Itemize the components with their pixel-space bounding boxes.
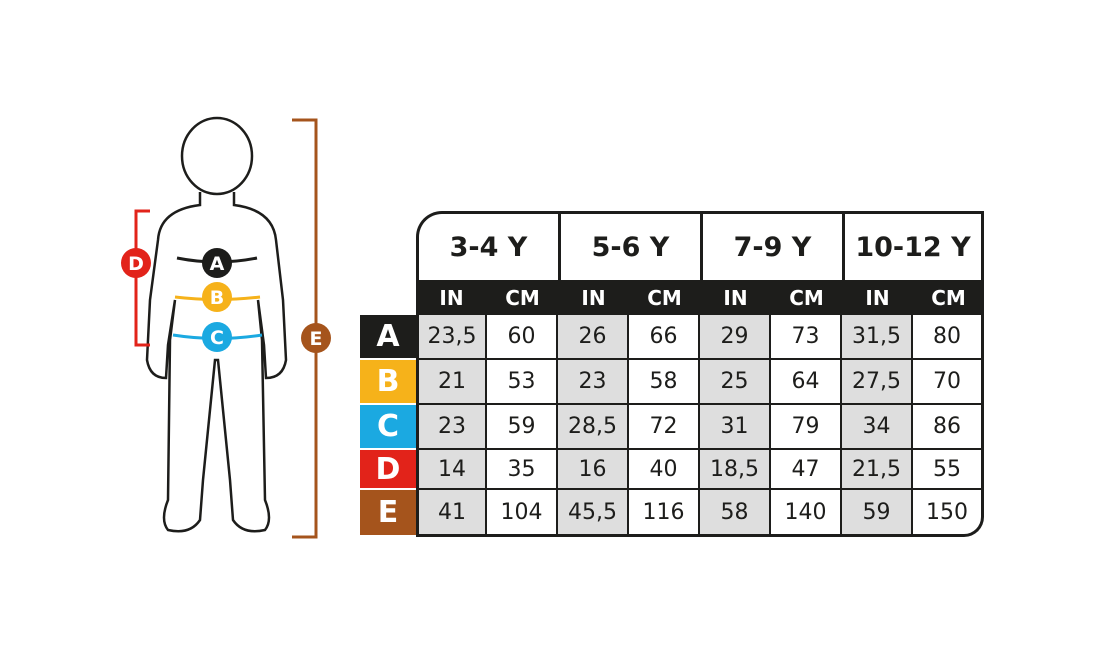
table-cell: 34 — [842, 405, 913, 450]
marker-a: A — [202, 248, 232, 278]
table-cell: 53 — [487, 360, 558, 405]
table-cell: 104 — [487, 490, 558, 537]
svg-text:C: C — [210, 327, 224, 349]
size-header: 10-12 Y — [842, 211, 984, 280]
table-cell: 70 — [913, 360, 984, 405]
size-table: 3-4 Y 5-6 Y 7-9 Y 10-12 Y IN CM IN CM IN CM IN CM A 2… — [360, 211, 984, 537]
table-cell: 60 — [487, 315, 558, 360]
table-cell: 80 — [913, 315, 984, 360]
table-cell: 55 — [913, 450, 984, 490]
table-cell: 59 — [487, 405, 558, 450]
corner-blank — [360, 211, 416, 280]
table-cell: 73 — [771, 315, 842, 360]
measure-label: D — [360, 450, 416, 490]
table-cell: 59 — [842, 490, 913, 537]
unit-header: CM — [771, 280, 842, 315]
svg-text:A: A — [210, 253, 225, 275]
table-cell: 40 — [629, 450, 700, 490]
marker-e: E — [301, 323, 331, 353]
child-body-diagram: ABC D E — [121, 116, 331, 539]
table-cell: 35 — [487, 450, 558, 490]
table-cell: 58 — [700, 490, 771, 537]
table-cell: 28,5 — [558, 405, 629, 450]
table-cell: 58 — [629, 360, 700, 405]
size-header: 7-9 Y — [700, 211, 842, 280]
unit-header: IN — [700, 280, 771, 315]
corner-blank-2 — [360, 280, 416, 315]
table-cell: 66 — [629, 315, 700, 360]
table-cell: 86 — [913, 405, 984, 450]
size-header: 3-4 Y — [416, 211, 558, 280]
table-cell: 29 — [700, 315, 771, 360]
table-cell: 23,5 — [416, 315, 487, 360]
measure-label: B — [360, 360, 416, 405]
unit-header: CM — [629, 280, 700, 315]
unit-header: CM — [487, 280, 558, 315]
table-cell: 26 — [558, 315, 629, 360]
table-cell: 79 — [771, 405, 842, 450]
table-cell: 21,5 — [842, 450, 913, 490]
table-cell: 41 — [416, 490, 487, 537]
svg-text:E: E — [310, 328, 323, 350]
table-cell: 47 — [771, 450, 842, 490]
size-header: 5-6 Y — [558, 211, 700, 280]
table-cell: 23 — [558, 360, 629, 405]
table-cell: 72 — [629, 405, 700, 450]
measure-label: E — [360, 490, 416, 537]
unit-header: CM — [913, 280, 984, 315]
svg-text:B: B — [210, 287, 224, 309]
table-cell: 18,5 — [700, 450, 771, 490]
table-cell: 27,5 — [842, 360, 913, 405]
table-cell: 25 — [700, 360, 771, 405]
table-cell: 31,5 — [842, 315, 913, 360]
measure-label: C — [360, 405, 416, 450]
svg-text:D: D — [128, 253, 144, 275]
table-cell: 21 — [416, 360, 487, 405]
table-cell: 14 — [416, 450, 487, 490]
table-cell: 140 — [771, 490, 842, 537]
measure-label: A — [360, 315, 416, 360]
table-cell: 23 — [416, 405, 487, 450]
marker-d: D — [121, 248, 151, 278]
marker-c: C — [202, 322, 232, 352]
table-cell: 31 — [700, 405, 771, 450]
marker-b: B — [202, 282, 232, 312]
unit-header: IN — [842, 280, 913, 315]
table-cell: 150 — [913, 490, 984, 537]
table-cell: 16 — [558, 450, 629, 490]
table-cell: 45,5 — [558, 490, 629, 537]
table-cell: 64 — [771, 360, 842, 405]
child-outline — [145, 116, 288, 533]
unit-header: IN — [558, 280, 629, 315]
unit-header: IN — [416, 280, 487, 315]
table-cell: 116 — [629, 490, 700, 537]
